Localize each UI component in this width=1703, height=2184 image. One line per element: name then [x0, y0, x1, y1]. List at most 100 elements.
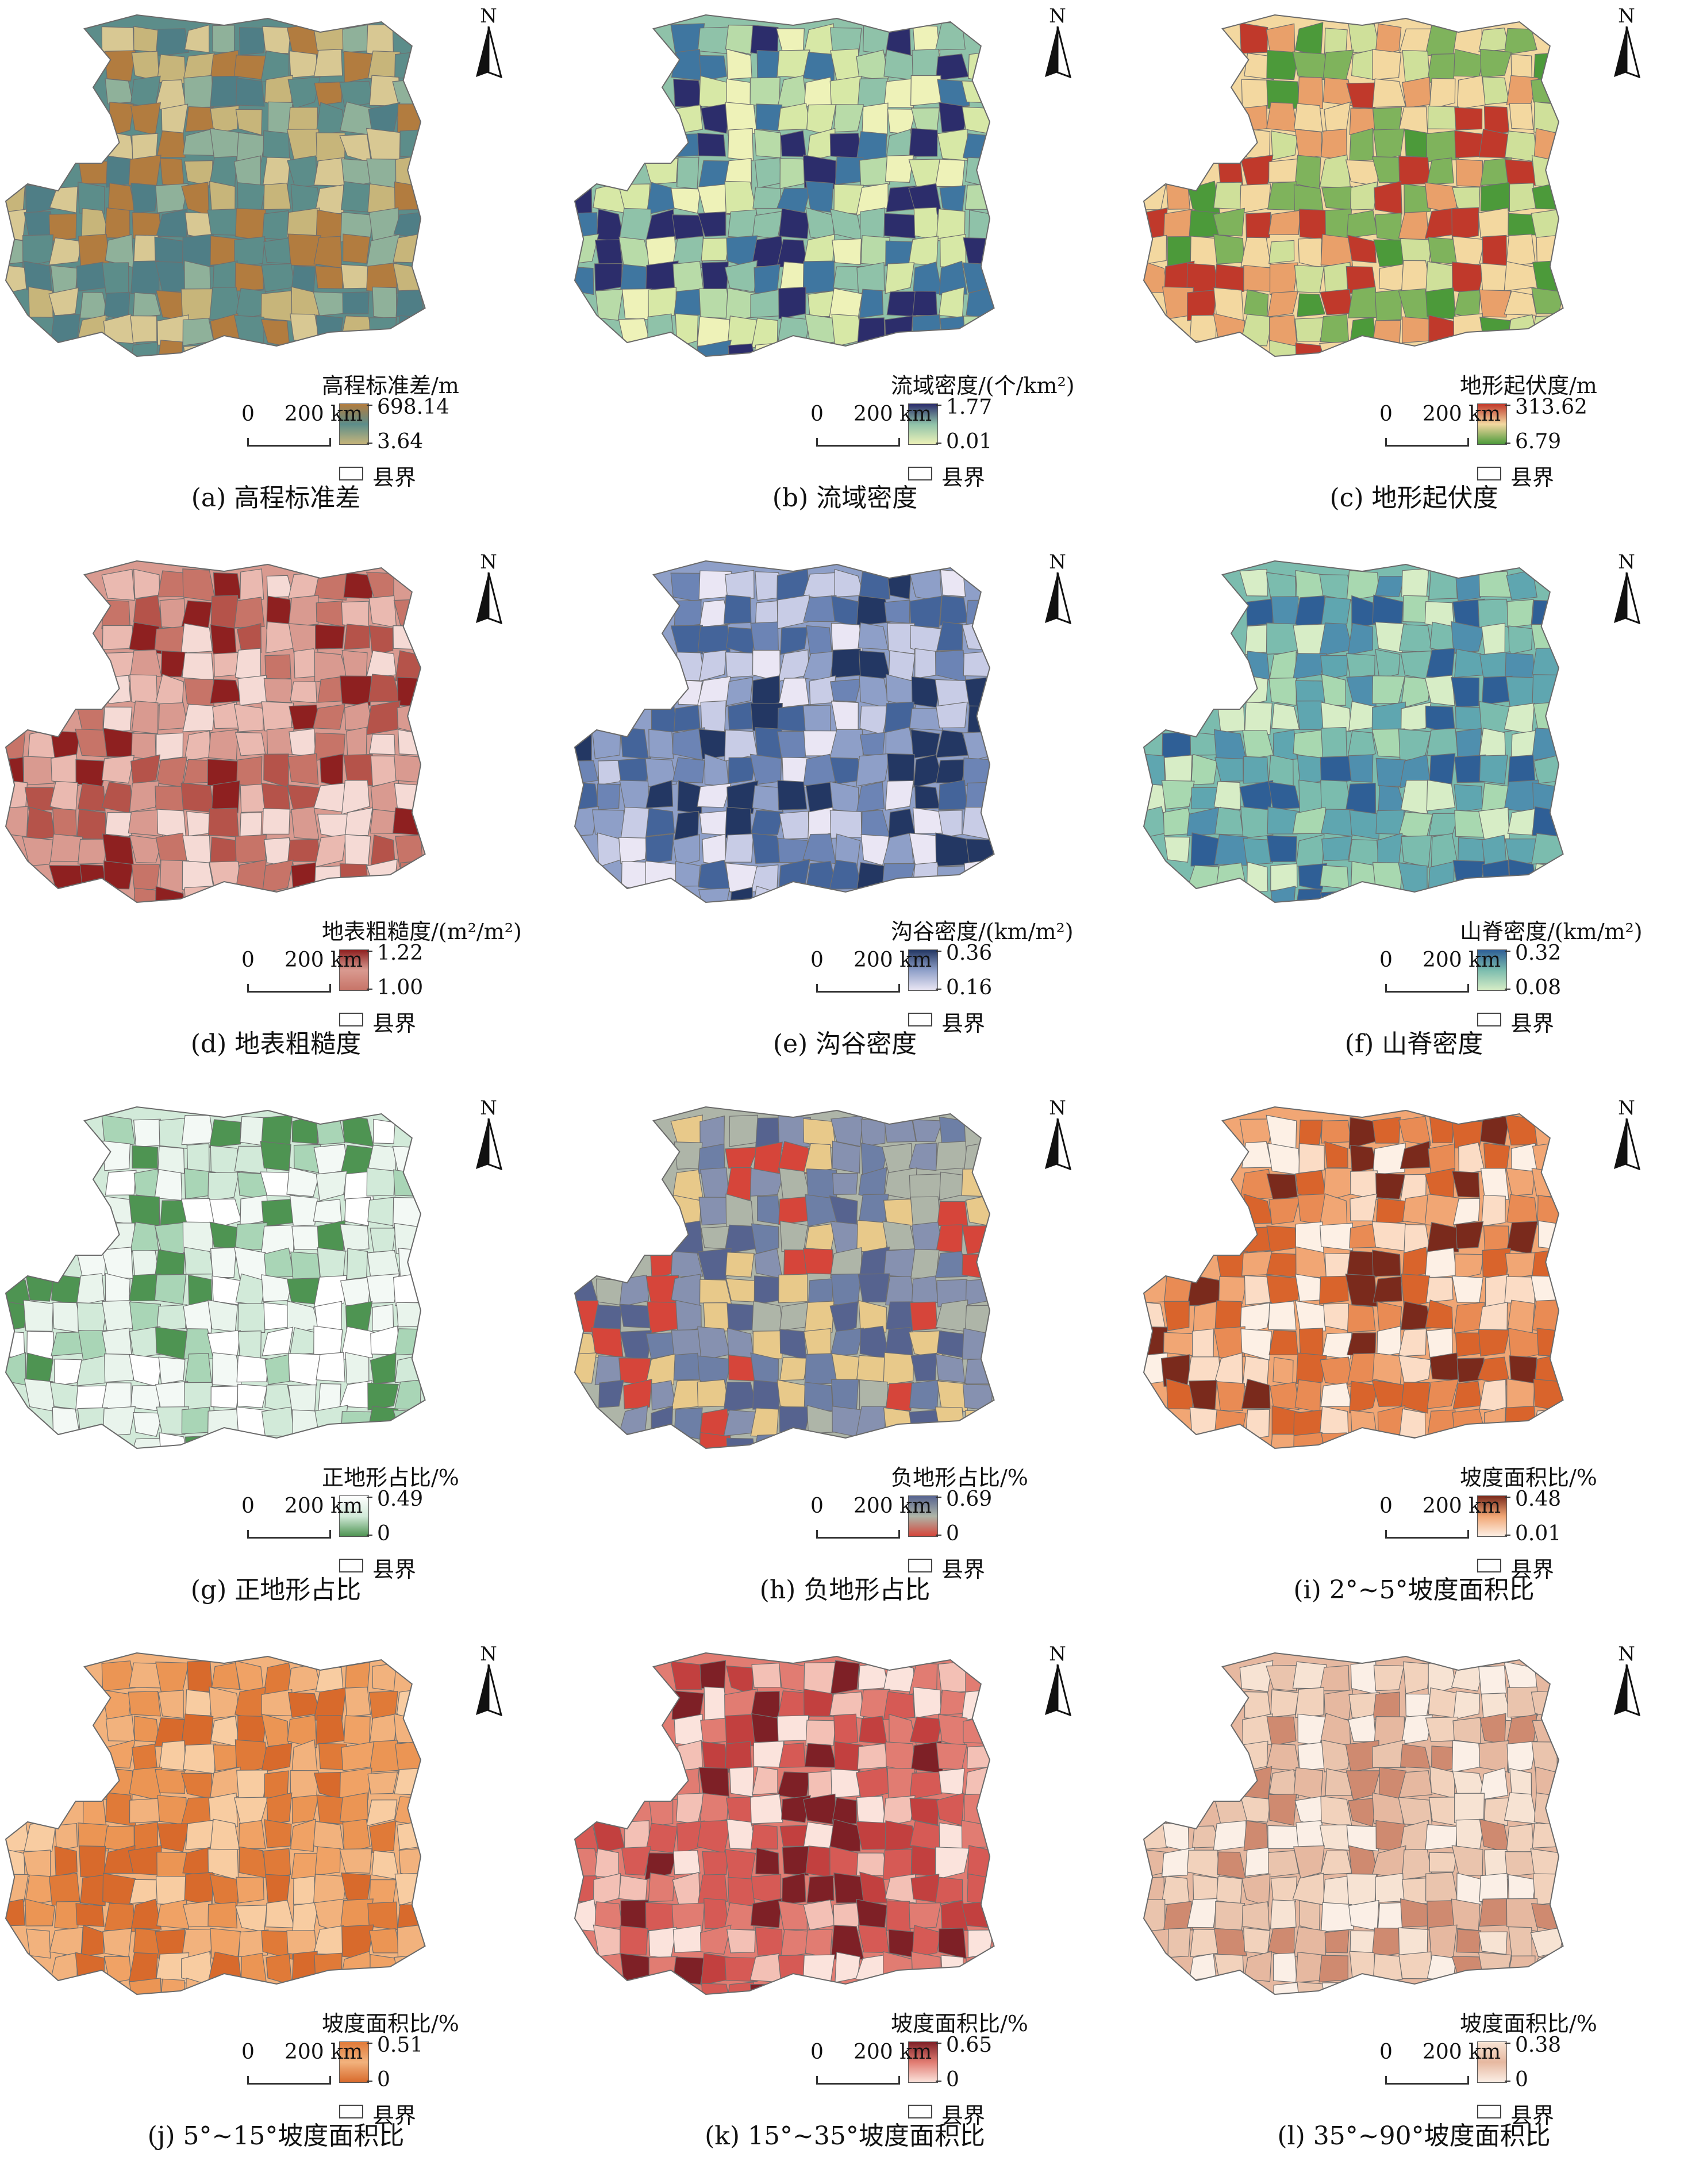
county-polygon [287, 839, 321, 862]
county-polygon [181, 1713, 214, 1748]
county-polygon [699, 55, 727, 82]
county-polygon [1298, 1143, 1325, 1174]
county-polygon [102, 1140, 131, 1171]
boundary-swatch [908, 2105, 932, 2118]
map-panel-l: N 坡度面积比/% 0.38 0 县界 0 200 km (l) 35°~90°坡度面积比 [1138, 1638, 1690, 2178]
county-polygon [237, 182, 266, 211]
county-polygon [314, 732, 346, 762]
county-polygon [155, 1768, 185, 1794]
county-polygon [1270, 886, 1296, 902]
region-boundary [5, 1652, 426, 1995]
county-polygon [1372, 49, 1402, 80]
county-polygon [130, 182, 159, 214]
county-polygon [6, 236, 26, 266]
county-polygon [936, 759, 967, 783]
boundary-label: 县界 [1510, 1557, 1555, 1582]
county-polygon [78, 233, 110, 267]
county-polygon [830, 1328, 864, 1357]
north-arrow-icon [1614, 26, 1641, 79]
county-polygon [1478, 571, 1512, 598]
panel-caption: (i) 2°~5°坡度面积比 [1293, 1575, 1535, 1605]
legend-max-value: 0.48 [1515, 1487, 1562, 1511]
county-polygon [939, 260, 968, 295]
county-polygon [133, 1118, 161, 1148]
county-polygon [1480, 1168, 1509, 1200]
county-polygon [1531, 1168, 1563, 1198]
north-label: N [1049, 5, 1066, 28]
county-polygon [1401, 702, 1432, 732]
county-polygon [1398, 1328, 1427, 1357]
county-polygon [1509, 103, 1534, 130]
county-polygon [1320, 234, 1354, 267]
county-polygon [860, 1118, 886, 1147]
county-polygon [1451, 1740, 1482, 1773]
county-polygon [1295, 155, 1321, 190]
county-polygon [368, 102, 401, 137]
county-polygon [1425, 1299, 1454, 1329]
county-polygon [394, 181, 425, 211]
county-polygon [645, 833, 674, 865]
county-polygon [1532, 1823, 1563, 1849]
county-polygon [160, 1978, 185, 1994]
map-legend: 负地形占比/% 0.69 0 县界 [891, 1460, 1121, 1592]
county-polygon [155, 1381, 189, 1411]
county-polygon [1299, 1900, 1321, 1932]
county-polygon [234, 236, 266, 268]
county-polygon [778, 1900, 808, 1931]
county-polygon [1373, 1276, 1403, 1303]
county-polygon [181, 1114, 214, 1145]
county-polygon [265, 1874, 291, 1904]
county-polygon [885, 1874, 917, 1904]
county-polygon [82, 1793, 107, 1827]
county-polygon [596, 1278, 624, 1306]
scale-bar: 0 200 km [1379, 1494, 1563, 1540]
county-polygon [288, 1384, 317, 1414]
county-polygon [751, 1301, 785, 1334]
county-polygon [833, 1713, 859, 1746]
county-polygon [1454, 754, 1486, 783]
county-polygon [314, 1846, 341, 1876]
county-polygon [371, 1850, 399, 1881]
scale-zero: 0 [1379, 2040, 1393, 2064]
county-polygon [727, 128, 754, 162]
legend-max-value: 1.22 [377, 941, 424, 965]
county-polygon [80, 1874, 107, 1906]
legend-title: 坡度面积比/% [1460, 2011, 1597, 2036]
north-label: N [1618, 1097, 1635, 1120]
county-polygon [1268, 1850, 1300, 1878]
county-polygon [862, 102, 889, 137]
county-polygon [156, 1304, 187, 1331]
county-polygon [833, 1902, 859, 1932]
panel-caption: (e) 沟谷密度 [772, 1029, 917, 1059]
county-polygon [101, 1114, 136, 1149]
legend-min-value: 0.01 [946, 430, 993, 453]
county-polygon [1451, 1275, 1483, 1303]
panel-caption: (c) 地形起伏度 [1329, 483, 1498, 513]
legend-min-value: 0.01 [1515, 1522, 1562, 1545]
county-polygon [644, 1852, 678, 1881]
county-polygon [1321, 809, 1354, 837]
county-polygon [1505, 1114, 1538, 1145]
county-polygon [1425, 1276, 1454, 1303]
legend-tick [936, 2081, 941, 2082]
county-polygon [1398, 624, 1433, 653]
county-polygon [236, 623, 262, 655]
county-polygon [1144, 185, 1167, 210]
county-polygon [1482, 76, 1510, 105]
county-polygon [130, 1221, 159, 1252]
county-polygon [235, 109, 263, 136]
map-legend: 坡度面积比/% 0.65 0 县界 [891, 2006, 1121, 2138]
legend-tick [367, 2043, 372, 2044]
county-polygon [779, 1301, 810, 1331]
scale-bar: 0 200 km [241, 2040, 425, 2086]
county-polygon [1398, 156, 1431, 186]
county-polygon [1244, 52, 1274, 80]
county-polygon [290, 1818, 316, 1852]
county-polygon [621, 288, 652, 320]
county-polygon [962, 1225, 992, 1255]
panel-caption: (l) 35°~90°坡度面积比 [1277, 2121, 1551, 2151]
county-polygon [102, 625, 134, 650]
scale-bar-line [816, 438, 900, 447]
county-polygon [1321, 726, 1347, 760]
scale-bar-line [816, 2076, 900, 2085]
